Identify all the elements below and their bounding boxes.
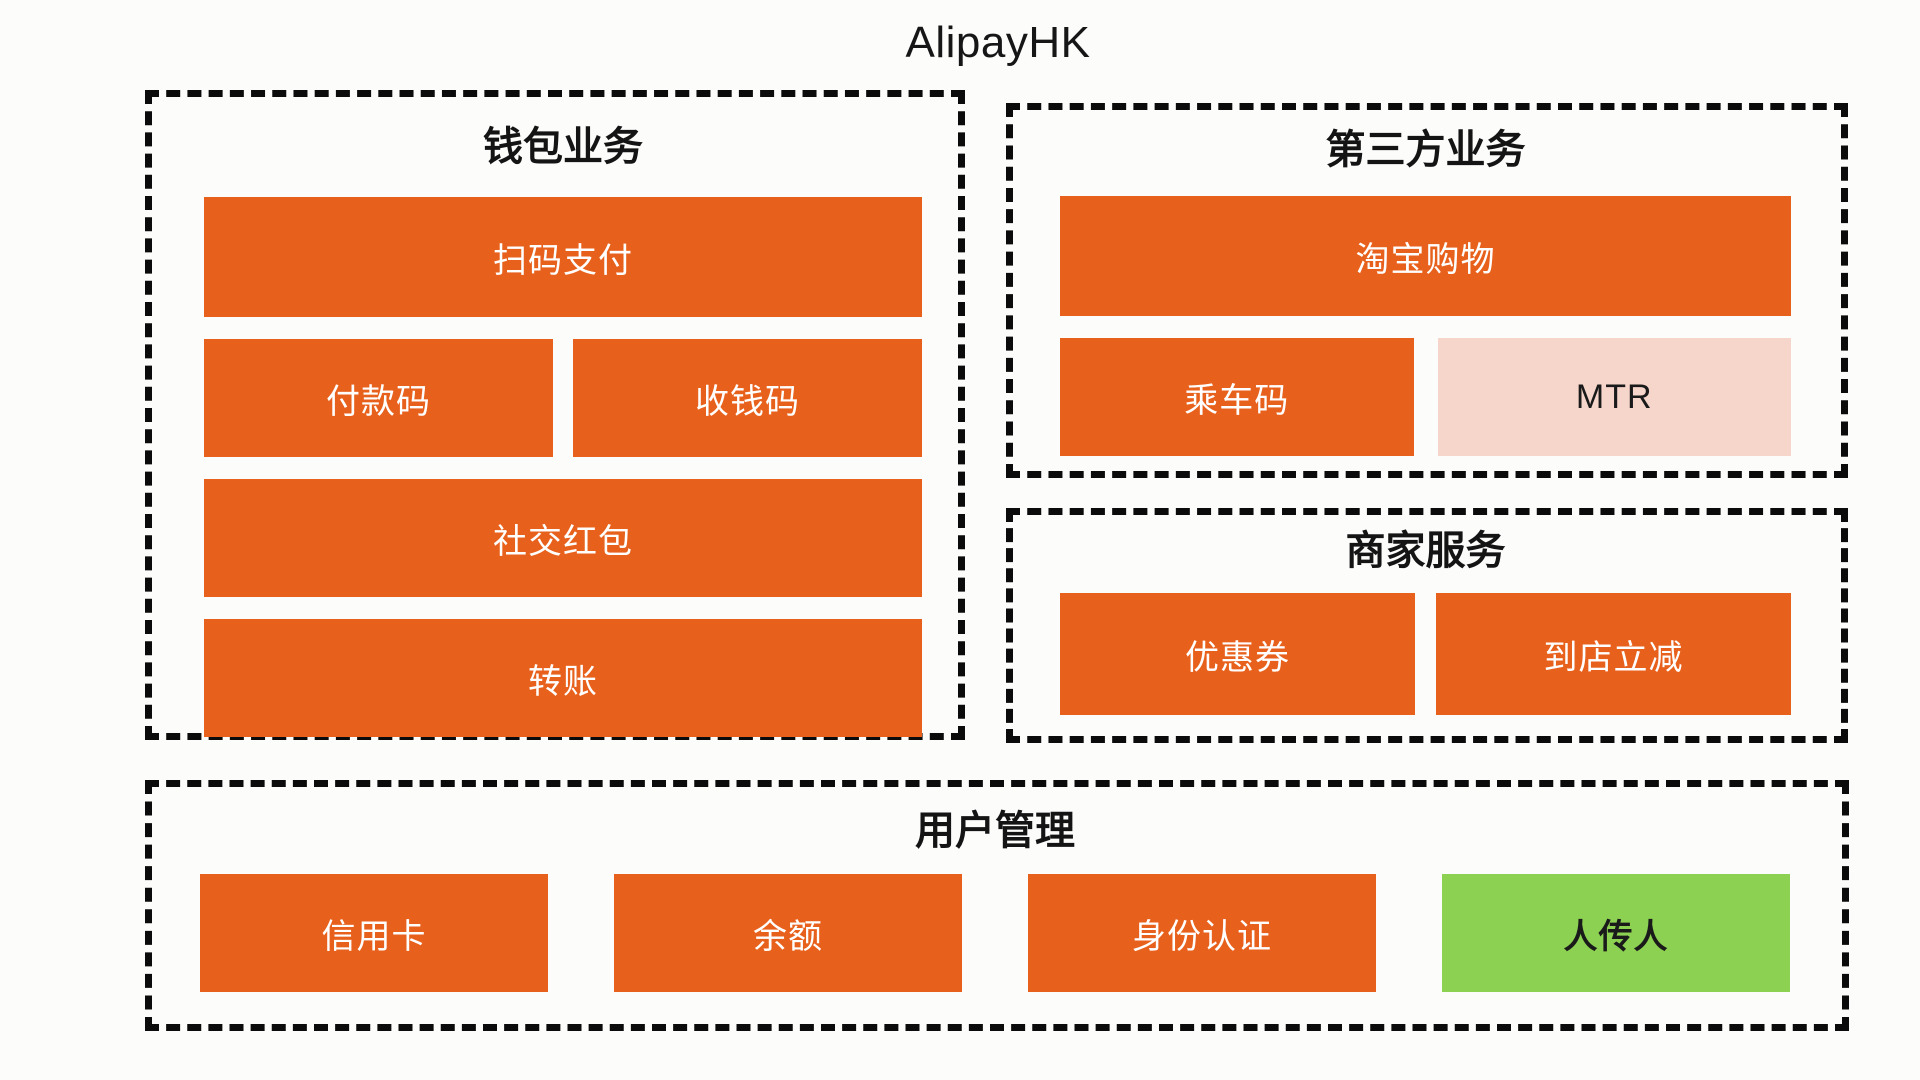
node-social-red-packet: 社交红包 — [204, 479, 922, 597]
node-scan-code-payment: 扫码支付 — [204, 197, 922, 317]
diagram-title: AlipayHK — [905, 18, 1091, 67]
node-ride-code: 乘车码 — [1060, 338, 1414, 456]
node-balance: 余额 — [614, 874, 962, 992]
third-party-rows: 淘宝购物 乘车码 MTR — [1060, 196, 1791, 456]
wallet-row-4: 转账 — [204, 619, 922, 737]
node-credit-card: 信用卡 — [200, 874, 548, 992]
node-identity-verification: 身份认证 — [1028, 874, 1376, 992]
section-merchant-services: 商家服务 优惠券 到店立减 — [1006, 508, 1848, 743]
third-party-row-2: 乘车码 MTR — [1060, 338, 1791, 456]
section-user-management: 用户管理 信用卡 余额 身份认证 人传人 — [145, 780, 1849, 1031]
wallet-row-3: 社交红包 — [204, 479, 922, 597]
wallet-rows: 扫码支付 付款码 收钱码 社交红包 转账 — [204, 197, 922, 737]
node-person-to-person: 人传人 — [1442, 874, 1790, 992]
section-wallet-business: 钱包业务 扫码支付 付款码 收钱码 社交红包 转账 — [145, 90, 965, 740]
third-party-row-1: 淘宝购物 — [1060, 196, 1791, 316]
merchant-rows: 优惠券 到店立减 — [1060, 593, 1791, 715]
user-management-row-1: 信用卡 余额 身份认证 人传人 — [200, 874, 1790, 992]
section-title-third-party: 第三方业务 — [1325, 128, 1526, 172]
node-taobao-shopping: 淘宝购物 — [1060, 196, 1791, 316]
node-in-store-discount: 到店立减 — [1436, 593, 1791, 715]
node-receive-money-code: 收钱码 — [573, 339, 922, 457]
node-mtr: MTR — [1437, 338, 1791, 456]
wallet-row-2: 付款码 收钱码 — [204, 339, 922, 457]
node-payment-code: 付款码 — [204, 339, 553, 457]
wallet-row-1: 扫码支付 — [204, 197, 922, 317]
node-transfer: 转账 — [204, 619, 922, 737]
merchant-row-1: 优惠券 到店立减 — [1060, 593, 1791, 715]
user-management-rows: 信用卡 余额 身份认证 人传人 — [200, 874, 1790, 992]
section-title-merchant: 商家服务 — [1345, 529, 1506, 573]
section-title-wallet: 钱包业务 — [483, 125, 643, 169]
node-coupon: 优惠券 — [1060, 593, 1415, 715]
section-third-party-business: 第三方业务 淘宝购物 乘车码 MTR — [1006, 103, 1848, 478]
section-title-user-management: 用户管理 — [915, 809, 1075, 853]
